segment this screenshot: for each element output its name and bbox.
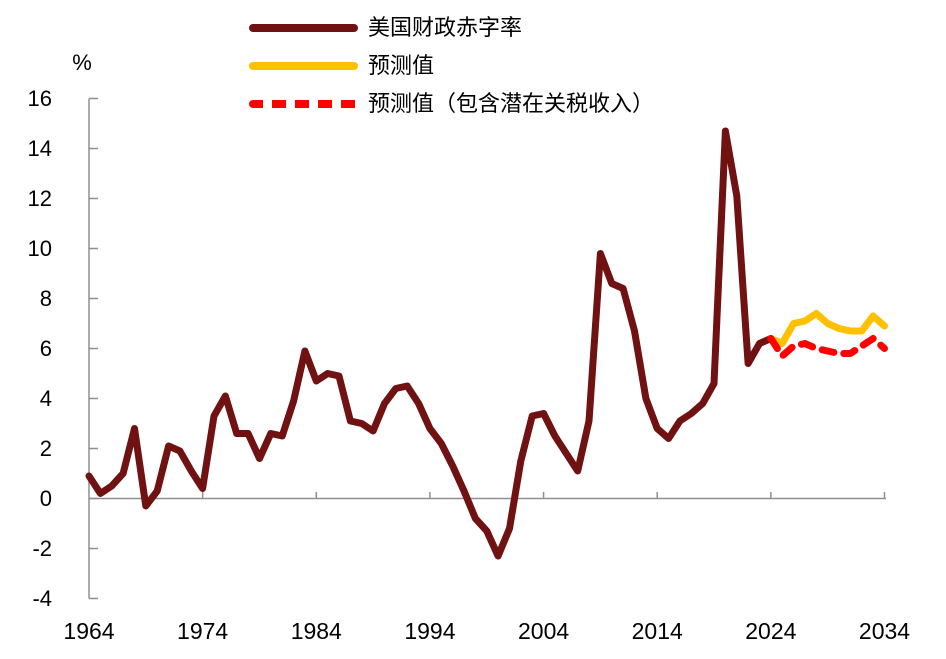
y-tick-label: 10 — [28, 236, 52, 261]
y-tick-label: 16 — [28, 86, 52, 111]
y-tick-label: 8 — [40, 286, 52, 311]
legend-label-forecast-tariff: 预测值（包含潜在关税收入） — [368, 91, 655, 116]
legend-line-swatch-deficit — [249, 24, 358, 32]
y-tick-label: 14 — [28, 136, 52, 161]
forecast-tariff-line — [767, 335, 888, 360]
x-tick-label: 2024 — [745, 618, 796, 644]
legend-line-swatch-forecast — [249, 62, 358, 70]
x-tick-label: 1974 — [177, 618, 228, 644]
chart-legend: 美国财政赤字率 预测值 预测值（包含潜在关税收入） — [249, 13, 654, 119]
y-tick-label: 4 — [40, 386, 52, 411]
legend-label-deficit: 美国财政赤字率 — [368, 15, 523, 40]
y-axis-unit-label: % — [72, 50, 92, 75]
deficit-line — [85, 127, 775, 560]
y-tick-label: -4 — [32, 586, 52, 611]
legend-item-forecast: 预测值 — [249, 51, 654, 81]
forecast-line — [767, 310, 888, 347]
legend-dashed-swatch-forecast-tariff — [249, 100, 358, 108]
y-tick-label: 12 — [28, 186, 52, 211]
y-tick-label: -2 — [32, 536, 52, 561]
y-tick-label: 2 — [40, 436, 52, 461]
legend-item-deficit: 美国财政赤字率 — [249, 13, 654, 43]
x-tick-label: 1994 — [404, 618, 455, 644]
x-tick-label: 1964 — [63, 618, 114, 644]
legend-label-forecast: 预测值 — [368, 53, 435, 78]
legend-item-forecast-tariff: 预测值（包含潜在关税收入） — [249, 89, 654, 119]
x-tick-label: 1984 — [291, 618, 342, 644]
x-tick-label: 2034 — [859, 618, 910, 644]
y-tick-label: 6 — [40, 336, 52, 361]
x-tick-label: 2014 — [632, 618, 683, 644]
x-tick-label: 2004 — [518, 618, 569, 644]
y-tick-label: 0 — [40, 486, 52, 511]
